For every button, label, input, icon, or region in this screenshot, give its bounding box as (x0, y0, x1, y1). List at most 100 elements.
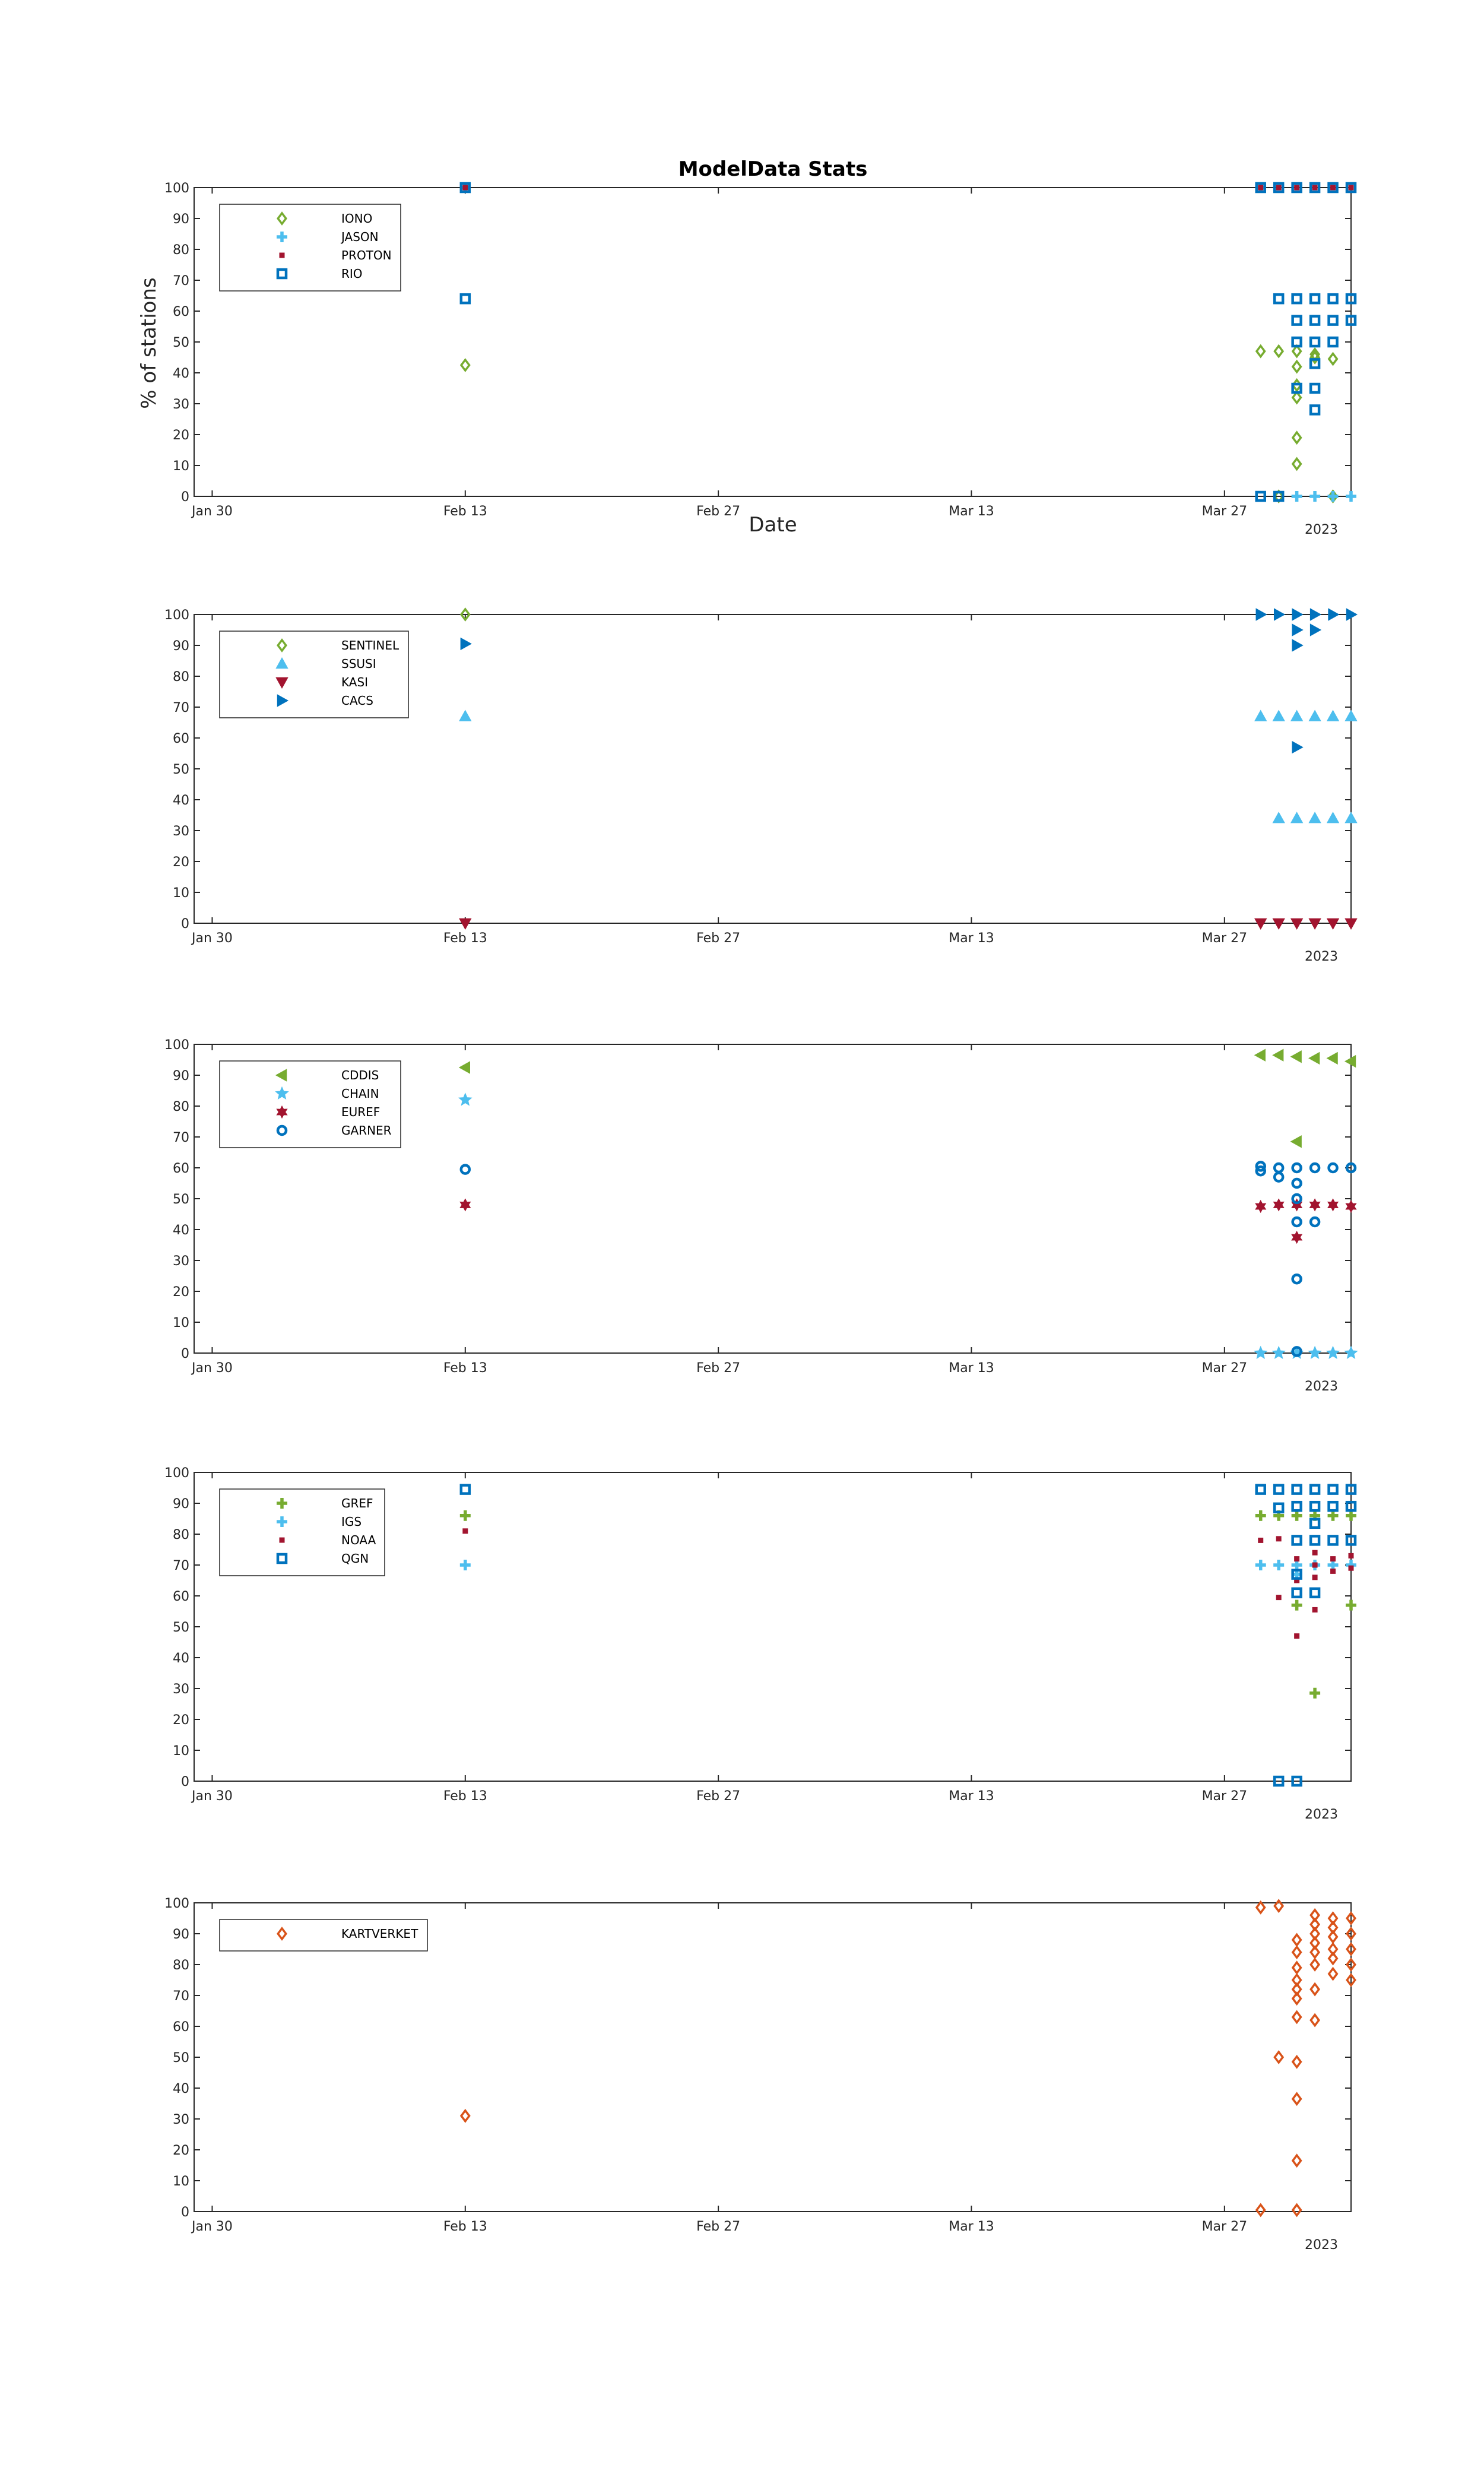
data-point-kasi-shape (1345, 918, 1358, 930)
legend-label-garner: GARNER (341, 1123, 392, 1138)
series-ssusi (459, 709, 1358, 823)
data-point-noaa-shape (1258, 1537, 1264, 1543)
data-point-gref (1346, 1599, 1356, 1611)
y-tick-label: 100 (164, 1896, 189, 1911)
data-point-chain-shape (1344, 1345, 1358, 1359)
data-point-rio (459, 293, 471, 305)
y-tick-label: 90 (173, 639, 189, 654)
data-point-noaa (1312, 1562, 1318, 1568)
legend-box (219, 1488, 385, 1576)
data-point-ssusi-shape (1272, 709, 1285, 721)
data-point-kasi-shape (1254, 918, 1267, 930)
data-point-qgn (1291, 1775, 1302, 1787)
legend-marker-kasi-shape (275, 677, 288, 689)
data-point-euref (1291, 1198, 1303, 1212)
data-point-rio-shape (1345, 293, 1357, 305)
legend-label-iono: IONO (341, 211, 372, 226)
data-point-rio (1291, 182, 1302, 194)
legend-marker-ssusi-shape (275, 657, 288, 669)
data-point-qgn-shape (1273, 1502, 1285, 1514)
data-point-kartverket (1327, 1966, 1339, 1981)
legend-marker-proton-shape (279, 252, 285, 258)
data-point-kartverket (1309, 2013, 1321, 2028)
data-point-kartverket-shape (1346, 1942, 1356, 1956)
data-point-proton-shape (1294, 185, 1300, 191)
y-tick-label: 60 (173, 2020, 189, 2035)
x-tick-label: Feb 27 (696, 1361, 740, 1376)
x-tick-label: Mar 27 (1202, 504, 1248, 519)
legend-marker-noaa (279, 1537, 285, 1543)
data-point-cddis (1272, 1048, 1284, 1062)
data-point-iono (1291, 390, 1302, 405)
legend-label-cddis: CDDIS (341, 1068, 379, 1082)
data-point-chain-shape (1271, 1345, 1286, 1359)
data-point-iono-shape (1327, 351, 1339, 366)
data-point-kartverket (1309, 1945, 1321, 1960)
data-point-rio (1309, 336, 1321, 348)
data-point-iono-shape (1309, 350, 1321, 365)
data-point-rio (1291, 293, 1302, 305)
legend-marker-chain (275, 1086, 289, 1100)
data-point-kasi (1254, 918, 1267, 930)
data-point-gref-shape (1309, 1687, 1321, 1699)
data-point-ssusi-shape (1254, 709, 1267, 721)
data-point-noaa (1294, 1633, 1300, 1639)
data-point-garner-shape (1273, 1171, 1285, 1183)
data-point-garner-shape (1291, 1346, 1302, 1357)
data-point-proton (1312, 185, 1318, 191)
series-cddis (458, 1048, 1356, 1148)
data-point-euref-shape (1273, 1198, 1285, 1212)
data-point-chain-shape (1308, 1345, 1322, 1359)
x-year-label: 2023 (1305, 1807, 1338, 1822)
data-point-noaa-shape (1276, 1595, 1282, 1601)
data-point-garner (459, 1164, 471, 1175)
data-point-gref-shape (1255, 1510, 1266, 1521)
data-point-gref-shape (459, 1510, 471, 1521)
data-point-kartverket-shape (459, 2108, 471, 2123)
data-point-qgn-shape (1345, 1484, 1357, 1495)
legend-marker-rio-shape (276, 268, 288, 280)
series-kasi (459, 918, 1358, 930)
y-tick-label: 70 (173, 1989, 189, 2004)
data-point-noaa-shape (1348, 1565, 1354, 1571)
x-tick-label: Feb 27 (696, 2219, 740, 2234)
data-point-rio-shape (1255, 182, 1266, 194)
data-point-kartverket (459, 2108, 471, 2123)
chart-panel-1: 0 10 20 30 40 50 60 70 80 90 100 Jan 30 Feb 13 Feb 27… (164, 181, 1357, 537)
legend-marker-ssusi (275, 657, 288, 669)
data-point-garner-shape (1291, 1273, 1302, 1285)
legend-marker-jason-shape (277, 232, 287, 242)
data-point-garner (1273, 1162, 1285, 1174)
series-noaa (462, 1528, 1354, 1639)
data-point-qgn (1309, 1484, 1321, 1495)
y-tick-label: 70 (173, 701, 189, 715)
legend-marker-qgn (276, 1553, 288, 1564)
data-point-garner (1291, 1273, 1302, 1285)
legend-label-ssusi: SSUSI (341, 657, 376, 671)
data-point-gref (1309, 1687, 1321, 1699)
x-tick-label: Feb 13 (443, 1789, 487, 1804)
legend-marker-cddis (275, 1069, 287, 1082)
data-point-kartverket (1291, 2010, 1302, 2025)
data-point-garner-shape (459, 1164, 471, 1175)
data-point-rio-shape (1291, 182, 1302, 194)
data-point-cacs (1309, 623, 1322, 636)
data-point-euref-shape (1255, 1199, 1267, 1214)
data-point-qgn-shape (1309, 1535, 1321, 1546)
data-point-ssusi (1290, 812, 1304, 823)
legend-marker-proton (279, 252, 285, 258)
legend-marker-jason (277, 232, 287, 242)
legend: KARTVERKET (219, 1919, 428, 1952)
data-point-proton-shape (462, 185, 468, 191)
data-point-ssusi (459, 709, 472, 721)
data-point-kartverket-shape (1291, 1933, 1302, 1947)
data-point-qgn-shape (459, 1484, 471, 1495)
y-tick-label: 20 (173, 855, 189, 870)
data-point-ssusi-shape (1290, 812, 1304, 823)
x-tick-label: Mar 13 (949, 931, 994, 946)
data-point-chain (1308, 1345, 1322, 1359)
y-tick-label: 0 (181, 490, 189, 505)
data-point-kartverket-shape (1255, 2203, 1266, 2218)
legend-marker-garner (276, 1124, 288, 1136)
data-point-qgn (1291, 1569, 1302, 1580)
